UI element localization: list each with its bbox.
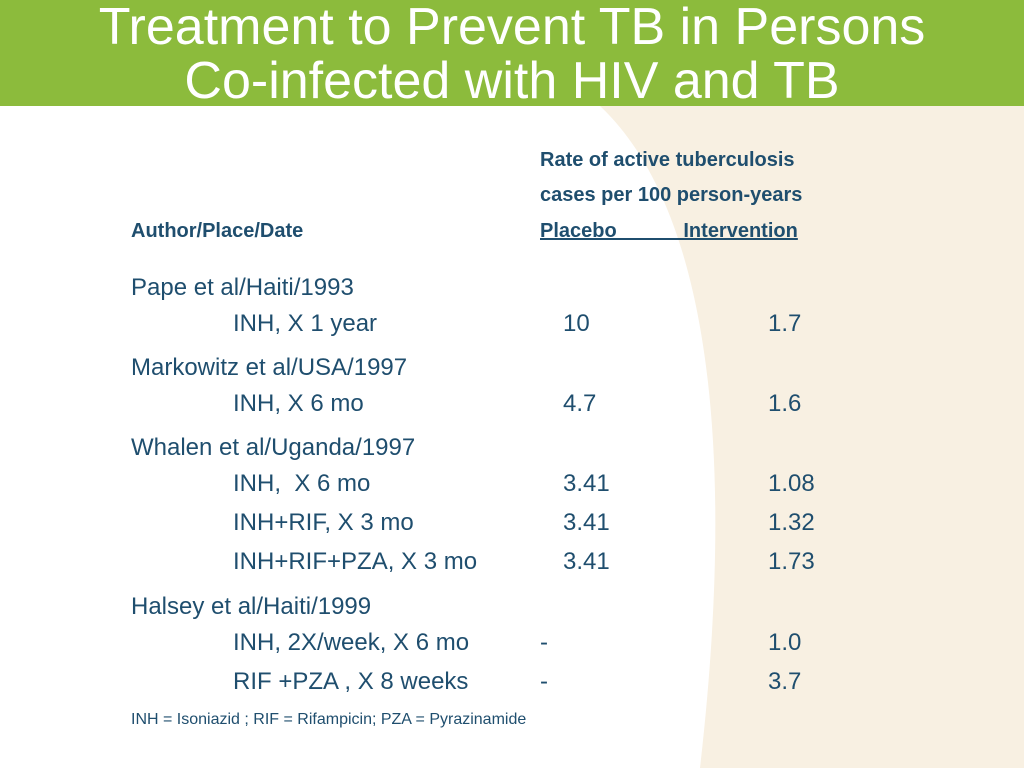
placebo-value: 3.41 (563, 509, 610, 536)
title-line-2: Co-infected with HIV and TB (184, 52, 840, 110)
study-name: Halsey et al/Haiti/1999 (131, 593, 372, 620)
study-name: Markowitz et al/USA/1997 (131, 354, 408, 381)
regimen: INH, 2X/week, X 6 mo (233, 629, 470, 656)
author-column-header: Author/Place/Date (131, 220, 304, 242)
intervention-value: 1.32 (768, 509, 815, 536)
rate-header-line-2: cases per 100 person-years (540, 184, 803, 206)
intervention-value: 1.6 (768, 390, 802, 417)
study-name: Pape et al/Haiti/1993 (131, 274, 354, 301)
rate-header-line-1: Rate of active tuberculosis (540, 149, 795, 171)
placebo-value: 10 (563, 310, 590, 337)
regimen: INH, X 6 mo (233, 390, 364, 417)
intervention-value: 1.08 (768, 470, 815, 497)
placebo-value: 3.41 (563, 470, 610, 497)
placebo-value: 4.7 (563, 390, 597, 417)
study-name: Whalen et al/Uganda/1997 (131, 434, 416, 461)
placebo-value: - (540, 668, 548, 695)
regimen: INH, X 6 mo (233, 470, 371, 497)
regimen: INH+RIF+PZA, X 3 mo (233, 548, 478, 575)
placebo-value: 3.41 (563, 548, 610, 575)
placebo-value: - (540, 629, 548, 656)
regimen: INH+RIF, X 3 mo (233, 509, 414, 536)
slide-title: Treatment to Prevent TB in Persons Co-in… (0, 0, 1024, 108)
placebo-intervention-header: Placebo Intervention (540, 220, 798, 242)
intervention-value: 1.7 (768, 310, 802, 337)
regimen: RIF +PZA , X 8 weeks (233, 668, 469, 695)
intervention-value: 1.73 (768, 548, 815, 575)
regimen: INH, X 1 year (233, 310, 378, 337)
title-line-1: Treatment to Prevent TB in Persons (98, 0, 926, 56)
intervention-value: 1.0 (768, 629, 802, 656)
title-band (0, 0, 1024, 106)
abbreviation-footnote: INH = Isoniazid ; RIF = Rifampicin; PZA … (131, 711, 527, 728)
intervention-value: 3.7 (768, 668, 802, 695)
